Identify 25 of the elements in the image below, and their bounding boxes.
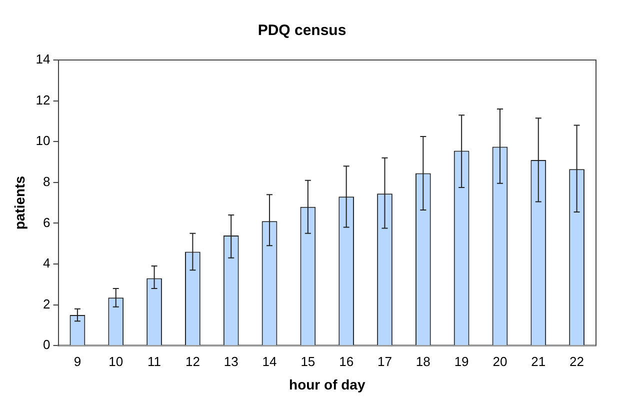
x-tick-label: 15 [300,354,316,369]
x-tick-label: 20 [492,354,508,369]
y-tick-label: 4 [43,256,50,271]
x-tick-label: 11 [148,354,162,369]
x-tick-label: 16 [339,354,354,369]
x-tick-label: 10 [108,354,124,369]
x-tick-label: 19 [454,354,469,369]
x-tick-label: 21 [531,354,546,369]
x-tick-label: 17 [378,354,392,369]
x-tick-label: 18 [416,354,430,369]
y-tick-label: 6 [43,214,50,230]
y-tick-label: 14 [36,52,50,67]
chart-title: PDQ census [258,22,346,40]
y-axis-title: patients [11,176,28,230]
x-tick-label: 9 [74,354,82,369]
x-tick-label: 22 [570,354,584,369]
x-tick-label: 13 [224,354,238,369]
x-tick-label: 12 [185,354,200,369]
x-axis-title: hour of day [289,376,366,392]
y-tick-label: 12 [36,92,50,108]
y-tick-label: 0 [43,337,50,352]
y-tick-label: 8 [43,174,50,189]
x-tick-label: 14 [262,354,277,369]
y-tick-label: 10 [36,133,50,148]
y-tick-label: 2 [43,296,50,312]
